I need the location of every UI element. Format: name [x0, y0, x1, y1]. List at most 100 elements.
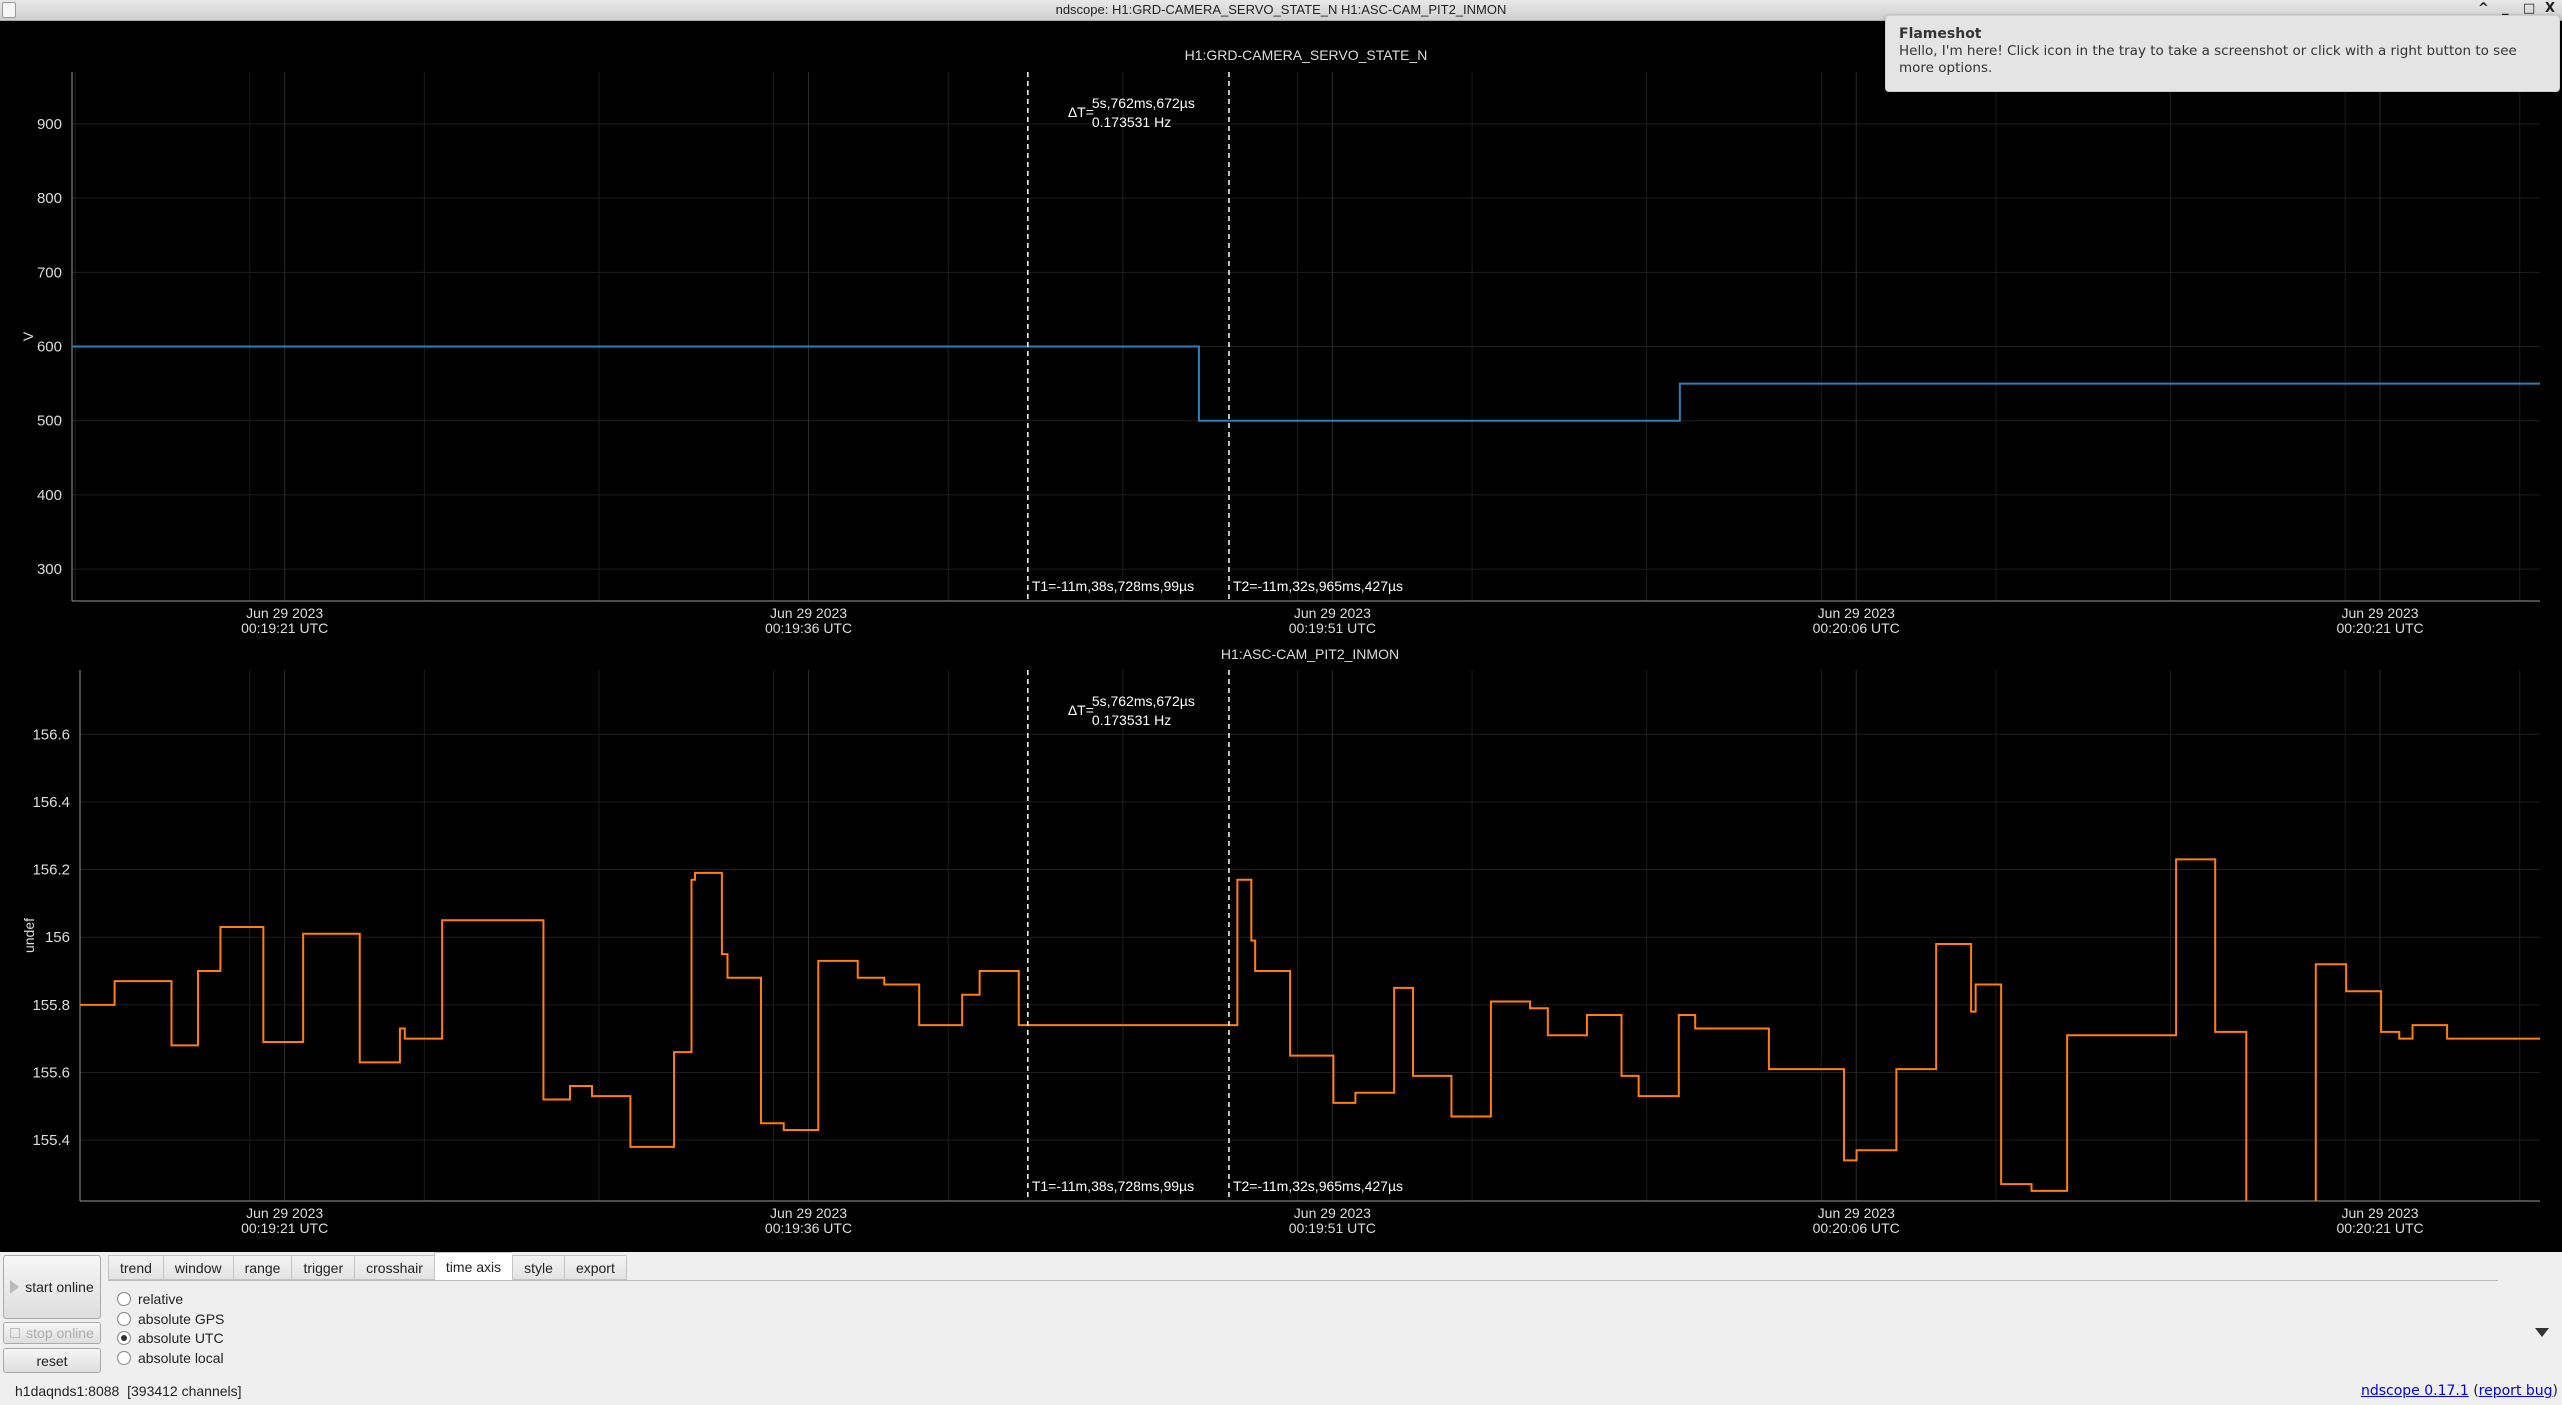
control-panel: start online stop online reset trend wind… — [0, 1252, 2562, 1405]
tab-bar: trend window range trigger crosshair time axi… — [108, 1252, 627, 1280]
dropdown-arrow-icon[interactable] — [2535, 1328, 2549, 1337]
cursor-t1-label: T1=-11m,38s,728ms,99µs — [1032, 578, 1194, 594]
y-tick-label: 500 — [37, 413, 62, 430]
y-tick-label: 155.6 — [32, 1064, 70, 1081]
cursor-t1-label: T1=-11m,38s,728ms,99µs — [1032, 1178, 1194, 1194]
y-axis-label: V — [20, 331, 36, 341]
flameshot-notification[interactable]: Flameshot Hello, I'm here! Click icon in… — [1885, 15, 2560, 92]
x-tick-time: 00:19:36 UTC — [765, 620, 852, 636]
cursor-t2-label: T2=-11m,32s,965ms,427µs — [1233, 1178, 1403, 1194]
x-tick-time: 00:20:21 UTC — [2336, 1220, 2423, 1236]
close-button[interactable]: X — [2545, 1, 2556, 16]
x-tick-time: 00:19:21 UTC — [241, 1220, 328, 1236]
x-tick-date: Jun 29 2023 — [2342, 1205, 2419, 1221]
app-icon — [2, 2, 16, 18]
x-tick-date: Jun 29 2023 — [1294, 605, 1371, 621]
play-icon — [10, 1280, 20, 1294]
tab-divider — [108, 1280, 2498, 1281]
tab-export[interactable]: export — [563, 1255, 627, 1280]
shade-button[interactable]: ^ — [2478, 1, 2489, 16]
x-tick-time: 00:19:21 UTC — [241, 620, 328, 636]
series-line — [80, 858, 2540, 1201]
x-tick-date: Jun 29 2023 — [1818, 1205, 1895, 1221]
maximize-button[interactable]: □ — [2523, 1, 2536, 16]
x-tick-date: Jun 29 2023 — [246, 1205, 323, 1221]
x-tick-time: 00:20:06 UTC — [1813, 620, 1900, 636]
x-tick-date: Jun 29 2023 — [770, 605, 847, 621]
window-title: ndscope: H1:GRD-CAMERA_SERVO_STATE_N H1:… — [1055, 2, 1507, 17]
delta-frequency: 0.173531 Hz — [1092, 114, 1171, 130]
x-tick-time: 00:19:51 UTC — [1289, 620, 1376, 636]
x-tick-time: 00:20:21 UTC — [2336, 620, 2423, 636]
tab-trigger[interactable]: trigger — [291, 1255, 355, 1280]
radio-indicator[interactable] — [117, 1311, 131, 1326]
radio-indicator[interactable] — [117, 1292, 131, 1306]
y-tick-label: 800 — [37, 190, 62, 207]
tab-time-axis[interactable]: time axis — [433, 1252, 513, 1280]
radio-absolute-UTC[interactable]: absolute UTC — [117, 1330, 224, 1346]
y-tick-label: 156 — [45, 929, 70, 946]
cursor-t2-label: T2=-11m,32s,965ms,427µs — [1233, 578, 1403, 594]
x-tick-date: Jun 29 2023 — [2342, 605, 2419, 621]
notification-title: Flameshot — [1899, 26, 1982, 42]
delta-t-prefix: ΔT= — [1068, 104, 1094, 120]
y-tick-label: 155.8 — [32, 997, 70, 1014]
radio-label: relative — [138, 1291, 184, 1307]
y-tick-label: 600 — [37, 339, 62, 356]
version-links: ndscope 0.17.1 (report bug) — [2360, 1383, 2558, 1399]
report-bug-link[interactable]: report bug — [2478, 1383, 2553, 1399]
radio-relative[interactable]: relative — [117, 1291, 183, 1307]
notification-message: Hello, I'm here! Click icon in the tray … — [1899, 43, 2517, 76]
x-tick-time: 00:20:06 UTC — [1813, 1220, 1900, 1236]
x-tick-date: Jun 29 2023 — [1818, 605, 1895, 621]
reset-button[interactable]: reset — [3, 1348, 101, 1373]
y-tick-label: 300 — [37, 561, 62, 578]
version-link[interactable]: ndscope 0.17.1 — [2360, 1383, 2469, 1399]
tab-trend[interactable]: trend — [108, 1255, 163, 1280]
delta-t-prefix: ΔT= — [1068, 702, 1094, 718]
stop-icon — [10, 1328, 21, 1338]
y-tick-label: 156.2 — [32, 862, 70, 879]
y-tick-label: 400 — [37, 487, 62, 504]
series-line — [72, 345, 2540, 422]
delta-t-value: 5s,762ms,672µs — [1092, 95, 1195, 111]
tab-crosshair[interactable]: crosshair — [354, 1255, 434, 1280]
plot-2: H1:ASC-CAM_PIT2_INMON 155.4 155.6 155.8 156 1… — [21, 646, 2540, 1236]
plot-1: H1:GRD-CAMERA_SERVO_STATE_N 300 400 500 600 7… — [20, 47, 2540, 636]
x-tick-date: Jun 29 2023 — [1294, 1205, 1371, 1221]
tab-style[interactable]: style — [512, 1255, 564, 1280]
x-tick-date: Jun 29 2023 — [246, 605, 323, 621]
server-address: h1daqnds1:8088 — [15, 1383, 120, 1399]
radio-label: absolute local — [138, 1349, 224, 1366]
delta-t-value: 5s,762ms,672µs — [1092, 693, 1195, 709]
y-tick-label: 900 — [37, 116, 62, 133]
y-tick-label: 156.6 — [32, 726, 70, 743]
radio-indicator[interactable] — [117, 1350, 131, 1365]
radio-absolute-GPS[interactable]: absolute GPS — [117, 1311, 224, 1327]
scope-area[interactable]: H1:GRD-CAMERA_SERVO_STATE_N 300 400 500 600 7… — [0, 21, 2562, 1252]
y-axis-label: undef — [21, 918, 37, 953]
plot-title: H1:ASC-CAM_PIT2_INMON — [1221, 646, 1399, 662]
tab-range[interactable]: range — [232, 1255, 292, 1280]
start-online-button[interactable]: start online — [3, 1255, 101, 1319]
x-tick-time: 00:19:36 UTC — [765, 1220, 852, 1236]
channel-count: [393412 channels] — [127, 1383, 242, 1399]
x-tick-time: 00:19:51 UTC — [1289, 1220, 1376, 1236]
minimize-button[interactable]: _ — [2502, 1, 2509, 16]
stop-online-button[interactable]: stop online — [3, 1322, 101, 1344]
y-tick-label: 700 — [37, 264, 62, 281]
stop-online-label: stop online — [26, 1325, 94, 1341]
delta-frequency: 0.173531 Hz — [1092, 712, 1171, 728]
y-tick-label: 156.4 — [32, 794, 70, 811]
status-server: h1daqnds1:8088 [393412 channels] — [15, 1383, 242, 1399]
radio-label: absolute GPS — [138, 1310, 225, 1327]
radio-indicator[interactable] — [117, 1331, 131, 1345]
start-online-label: start online — [25, 1279, 94, 1295]
plots-canvas[interactable]: H1:GRD-CAMERA_SERVO_STATE_N 300 400 500 600 7… — [0, 21, 2562, 1252]
radio-absolute-local[interactable]: absolute local — [117, 1350, 224, 1366]
plot-title: H1:GRD-CAMERA_SERVO_STATE_N — [1185, 47, 1428, 63]
tab-window[interactable]: window — [162, 1255, 233, 1280]
x-tick-date: Jun 29 2023 — [770, 1205, 847, 1221]
y-tick-label: 155.4 — [32, 1132, 70, 1149]
radio-label: absolute UTC — [138, 1330, 224, 1346]
